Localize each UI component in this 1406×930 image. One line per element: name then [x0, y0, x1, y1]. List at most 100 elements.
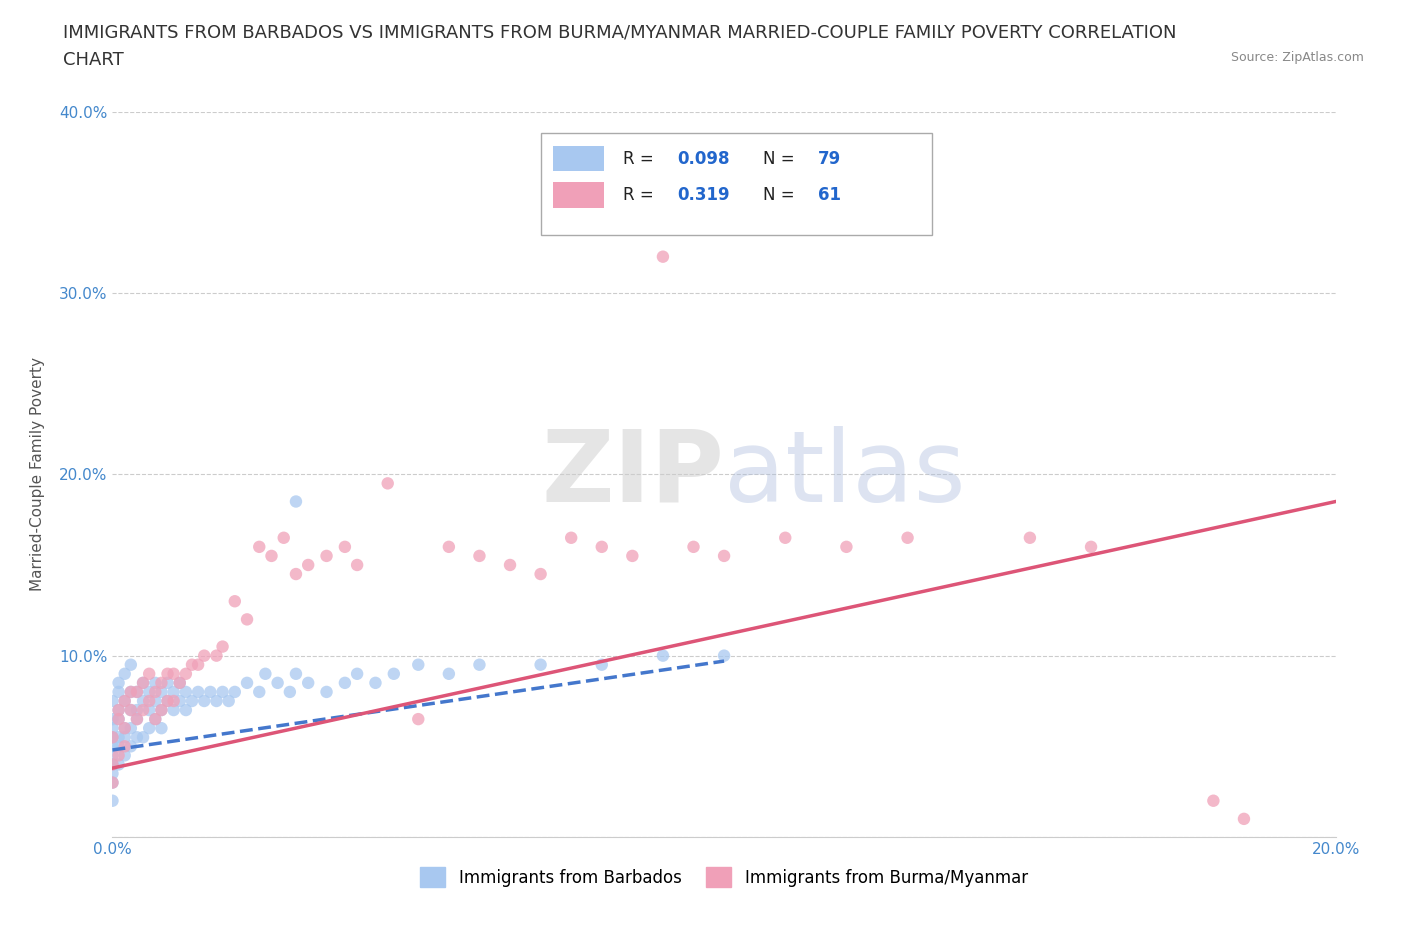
Point: [284, 494, 308, 509]
Point: [132, 694, 155, 709]
Point: [652, 648, 675, 663]
Point: [125, 684, 148, 699]
Point: [107, 757, 129, 772]
Point: [284, 667, 308, 682]
Text: 61: 61: [818, 186, 841, 204]
Point: [125, 711, 148, 726]
Point: [114, 721, 136, 736]
Point: [297, 675, 319, 690]
Point: [211, 684, 233, 699]
Point: [1080, 539, 1102, 554]
Point: [132, 703, 155, 718]
Point: [163, 703, 186, 718]
Point: [591, 539, 613, 554]
Point: [1018, 530, 1040, 545]
Point: [138, 694, 160, 709]
Point: [120, 703, 142, 718]
Text: N =: N =: [763, 186, 800, 204]
Point: [114, 738, 136, 753]
FancyBboxPatch shape: [553, 182, 605, 207]
Point: [143, 684, 166, 699]
Point: [205, 694, 228, 709]
Point: [107, 684, 129, 699]
FancyBboxPatch shape: [540, 133, 932, 235]
Point: [713, 648, 735, 663]
Point: [775, 530, 797, 545]
Point: [530, 566, 553, 581]
Point: [143, 694, 166, 709]
Point: [315, 684, 337, 699]
Point: [205, 648, 228, 663]
Point: [120, 703, 142, 718]
Text: 79: 79: [818, 150, 842, 167]
Point: [101, 793, 124, 808]
Point: [107, 730, 129, 745]
Point: [437, 539, 460, 554]
Point: [211, 639, 233, 654]
Point: [101, 730, 124, 745]
Point: [107, 738, 129, 753]
Point: [101, 748, 124, 763]
Point: [138, 684, 160, 699]
Point: [193, 648, 215, 663]
Point: [530, 658, 553, 672]
Point: [468, 549, 491, 564]
Point: [138, 667, 160, 682]
Point: [346, 558, 368, 573]
Point: [107, 703, 129, 718]
Point: [278, 684, 301, 699]
Point: [150, 703, 173, 718]
Point: [284, 566, 308, 581]
Point: [468, 658, 491, 672]
Point: [254, 667, 277, 682]
Y-axis label: Married-Couple Family Poverty: Married-Couple Family Poverty: [31, 357, 45, 591]
Point: [200, 684, 222, 699]
Text: Source: ZipAtlas.com: Source: ZipAtlas.com: [1230, 51, 1364, 64]
Point: [652, 249, 675, 264]
Point: [101, 738, 124, 753]
Point: [174, 667, 197, 682]
Point: [621, 549, 644, 564]
FancyBboxPatch shape: [553, 146, 605, 171]
Point: [125, 703, 148, 718]
Point: [107, 675, 129, 690]
Point: [150, 703, 173, 718]
Text: IMMIGRANTS FROM BARBADOS VS IMMIGRANTS FROM BURMA/MYANMAR MARRIED-COUPLE FAMILY : IMMIGRANTS FROM BARBADOS VS IMMIGRANTS F…: [63, 23, 1177, 41]
Point: [408, 658, 430, 672]
Point: [114, 694, 136, 709]
Point: [125, 684, 148, 699]
Point: [143, 675, 166, 690]
Point: [382, 667, 405, 682]
Point: [364, 675, 387, 690]
Point: [333, 539, 356, 554]
Point: [835, 539, 858, 554]
Point: [224, 684, 246, 699]
Point: [1233, 811, 1256, 827]
Point: [150, 721, 173, 736]
Point: [437, 667, 460, 682]
Point: [120, 738, 142, 753]
Point: [187, 684, 209, 699]
Point: [224, 594, 246, 609]
Point: [125, 711, 148, 726]
Point: [107, 711, 129, 726]
Point: [132, 730, 155, 745]
Point: [132, 675, 155, 690]
Point: [174, 684, 197, 699]
Point: [138, 721, 160, 736]
Point: [132, 675, 155, 690]
Point: [297, 558, 319, 573]
Point: [101, 766, 124, 781]
Point: [101, 757, 124, 772]
Point: [101, 730, 124, 745]
Point: [560, 530, 582, 545]
Point: [163, 684, 186, 699]
Point: [181, 658, 204, 672]
Point: [107, 711, 129, 726]
Text: ZIP: ZIP: [541, 426, 724, 523]
Point: [247, 539, 270, 554]
Point: [169, 694, 191, 709]
Point: [346, 667, 368, 682]
Point: [315, 549, 337, 564]
Point: [101, 757, 124, 772]
